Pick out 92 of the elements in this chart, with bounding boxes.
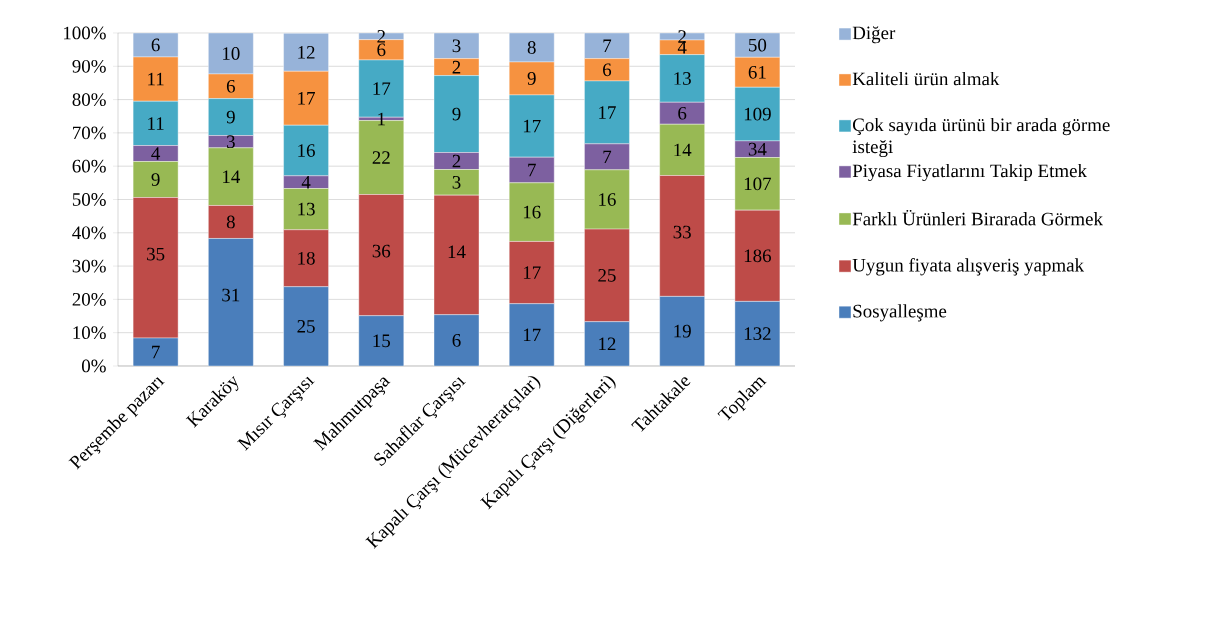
annotation: 3 xyxy=(227,135,235,149)
bar xyxy=(659,296,705,366)
annotation: 8 xyxy=(226,215,235,229)
legend-label: Çok sayıda ürünü bir arada görme isteği xyxy=(852,117,1110,158)
annotation: 14 xyxy=(674,143,692,157)
annotation: 6 xyxy=(452,333,461,347)
annotation: 10 xyxy=(223,47,240,60)
annotation: 17 xyxy=(523,266,541,279)
legend-label: Uygun fiyata alışveriş yapmak xyxy=(852,258,1085,276)
annotation: 2 xyxy=(452,154,461,168)
bar xyxy=(283,286,329,366)
annotation: 17 xyxy=(523,328,541,342)
annotation: 16 xyxy=(599,193,616,206)
y-tick-label: 70% xyxy=(73,126,106,140)
annotation: 8 xyxy=(527,41,536,54)
annotation: 16 xyxy=(298,144,315,157)
y-tick-label: 10% xyxy=(73,326,106,340)
annotation: 61 xyxy=(748,65,766,79)
y-tick-label: 20% xyxy=(72,292,106,306)
annotation: 22 xyxy=(372,151,390,164)
y-tick-label: 40% xyxy=(72,226,106,240)
bar xyxy=(584,321,630,366)
annotation: 2 xyxy=(678,30,686,43)
annotation: 16 xyxy=(523,205,541,219)
legend-label: Kaliteli ürün almak xyxy=(852,71,1000,86)
annotation: 17 xyxy=(523,119,541,133)
bar xyxy=(358,315,404,366)
annotation: 4 xyxy=(151,147,161,160)
annotation: 6 xyxy=(151,38,160,52)
bar xyxy=(208,238,254,366)
annotation: 17 xyxy=(373,82,391,95)
annotation: 17 xyxy=(599,106,616,119)
annotation: 35 xyxy=(147,247,165,261)
annotation: 109 xyxy=(744,107,771,121)
annotation: 33 xyxy=(673,225,691,239)
annotation: 11 xyxy=(148,117,164,130)
y-tick-label: 90% xyxy=(72,59,106,73)
annotation: 3 xyxy=(452,175,461,189)
annotation: 13 xyxy=(674,72,691,85)
annotation: 186 xyxy=(744,249,772,263)
y-tick-label: 50% xyxy=(72,193,106,206)
annotation: 2 xyxy=(377,30,385,43)
annotation: 107 xyxy=(744,177,772,191)
legend-label: Diğer xyxy=(852,26,896,44)
annotation: 17 xyxy=(298,92,315,105)
annotation: 9 xyxy=(452,107,461,121)
annotation: 1 xyxy=(378,112,385,126)
annotation: 6 xyxy=(678,106,687,120)
y-tick-label: 30% xyxy=(72,259,106,273)
annotation: 9 xyxy=(151,173,160,186)
annotation: 11 xyxy=(148,72,164,86)
annotation: 36 xyxy=(372,244,391,258)
annotation: 12 xyxy=(599,337,616,351)
annotation: 14 xyxy=(448,245,466,259)
annotation: 7 xyxy=(152,345,160,359)
y-tick-label: 80% xyxy=(72,93,106,106)
bar xyxy=(734,301,781,366)
annotation: 7 xyxy=(528,163,536,177)
annotation: 6 xyxy=(377,43,386,57)
y-tick-label: 60% xyxy=(72,159,106,173)
bar xyxy=(509,303,555,366)
annotation: 34 xyxy=(748,142,767,156)
legend-label: Piyasa Fiyatlarını Takip Etmek xyxy=(852,163,1087,182)
annotation: 4 xyxy=(677,41,687,54)
annotation: 7 xyxy=(603,39,612,52)
annotation: 31 xyxy=(222,288,240,302)
annotation: 2 xyxy=(452,60,461,74)
annotation: 132 xyxy=(744,327,771,341)
y-tick-label: 100% xyxy=(64,26,106,40)
annotation: 18 xyxy=(298,251,315,265)
annotation: 15 xyxy=(373,334,391,348)
annotation: 6 xyxy=(226,79,235,93)
annotation: 25 xyxy=(297,320,315,333)
bar xyxy=(584,32,630,59)
annotation: 6 xyxy=(603,63,612,77)
annotation: 9 xyxy=(226,110,235,124)
bar xyxy=(283,33,329,72)
bar xyxy=(208,32,254,75)
annotation: 3 xyxy=(452,39,461,53)
legend-label: Sosyalleşme xyxy=(853,304,947,322)
annotation: 25 xyxy=(598,269,616,282)
annotation: 13 xyxy=(298,202,315,216)
annotation: 19 xyxy=(674,324,691,338)
annotation: 12 xyxy=(298,46,315,59)
annotation: 50 xyxy=(749,38,767,52)
bar xyxy=(433,314,480,366)
annotation: 4 xyxy=(301,175,311,189)
annotation: 7 xyxy=(603,150,612,164)
y-tick-label: 0% xyxy=(81,359,106,373)
annotation: 9 xyxy=(527,72,536,85)
annotation: 14 xyxy=(223,170,241,183)
legend-label: Farklı Ürünleri Birarada Görmek xyxy=(852,209,1103,226)
